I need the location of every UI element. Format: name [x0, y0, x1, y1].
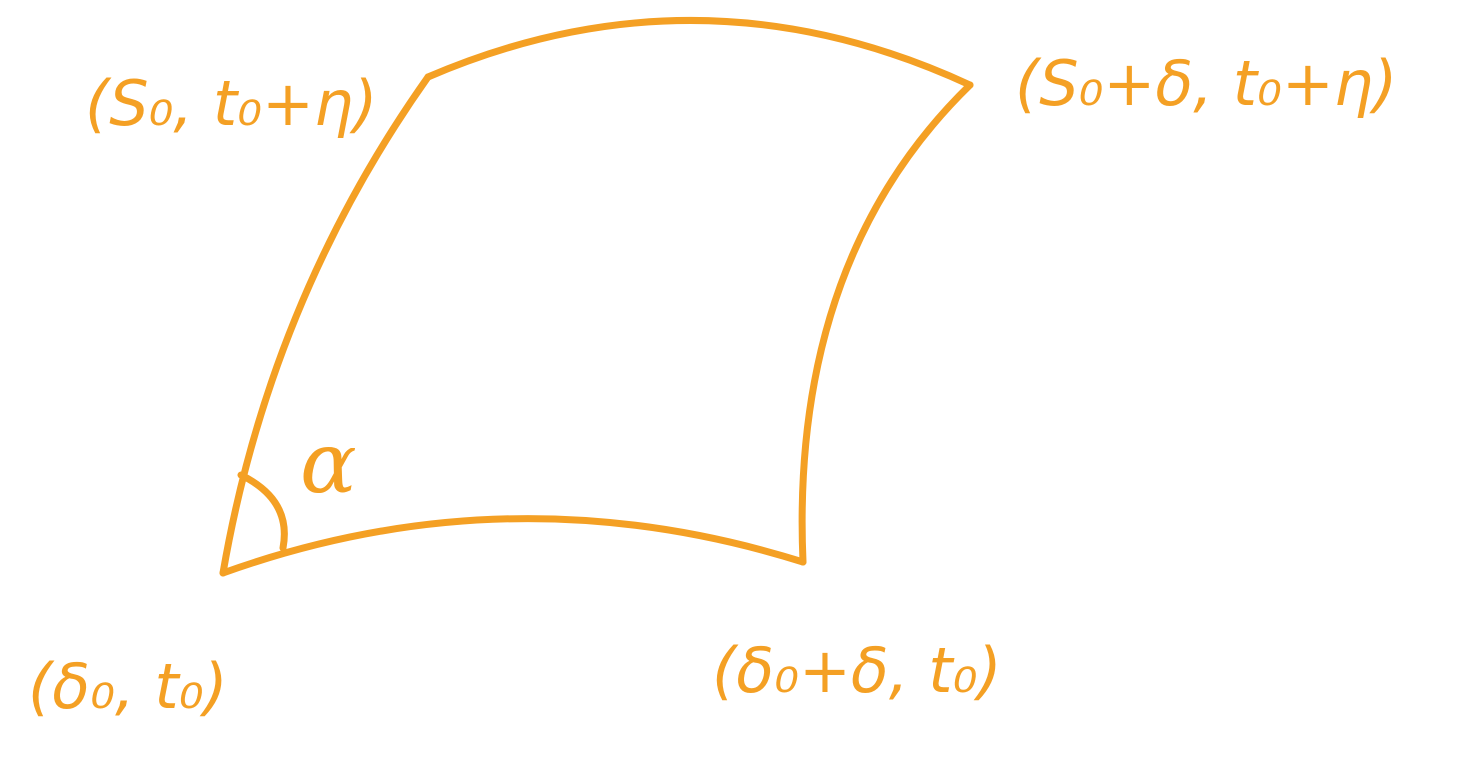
- curved-quadrilateral: [219, 16, 974, 577]
- label-top-right: (S₀+δ, t₀+η): [1015, 47, 1397, 120]
- label-bottom-left: (δ₀, t₀): [28, 650, 228, 723]
- edge-left: [219, 73, 432, 577]
- edge-bottom: [219, 515, 807, 577]
- label-top-left: (S₀, t₀+η): [85, 67, 377, 140]
- edge-right: [798, 81, 974, 566]
- angle-label: α: [300, 414, 357, 512]
- angle-arc: [237, 471, 288, 552]
- label-bottom-right: (δ₀+δ, t₀): [712, 634, 1002, 707]
- edge-top: [424, 16, 974, 89]
